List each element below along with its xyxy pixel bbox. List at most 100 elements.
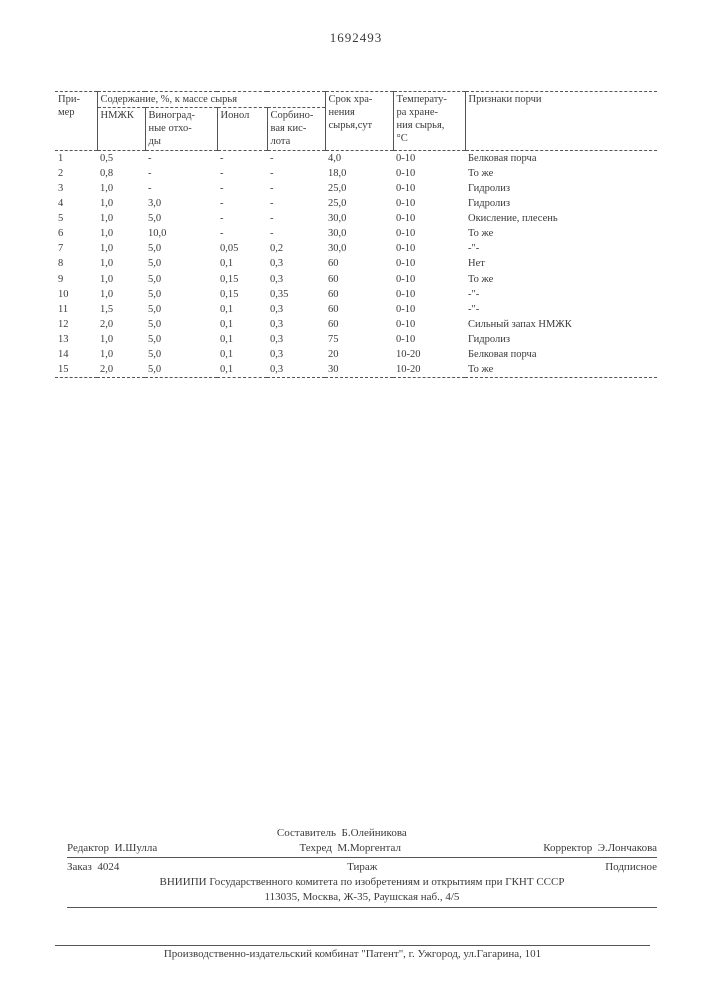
table-cell: 0-10: [393, 241, 465, 256]
document-number: 1692493: [55, 30, 657, 46]
table-cell: 10-20: [393, 347, 465, 362]
table-cell: 5,0: [145, 332, 217, 347]
table-cell: 0-10: [393, 166, 465, 181]
table-cell: Гидролиз: [465, 196, 657, 211]
table-cell: -: [217, 226, 267, 241]
table-cell: 75: [325, 332, 393, 347]
table-cell: 1,0: [97, 181, 145, 196]
table-cell: -: [217, 196, 267, 211]
composer-label: Составитель: [277, 827, 336, 839]
table-cell: 10-20: [393, 362, 465, 378]
circulation-label: Тираж: [347, 861, 377, 873]
table-cell: -: [145, 150, 217, 166]
table-cell: 1,0: [97, 226, 145, 241]
table-cell: 2,0: [97, 317, 145, 332]
table-cell: 5: [55, 211, 97, 226]
table-cell: 0-10: [393, 196, 465, 211]
table-cell: 60: [325, 256, 393, 271]
editor-line: —: [67, 826, 78, 841]
table-cell: 0-10: [393, 302, 465, 317]
table-cell: 5,0: [145, 347, 217, 362]
table-row: 91,05,00,150,3600-10То же: [55, 272, 657, 287]
table-row: 31,0---25,00-10Гидролиз: [55, 181, 657, 196]
table-cell: 0,1: [217, 332, 267, 347]
divider: [67, 857, 657, 858]
table-row: 61,010,0--30,00-10То же: [55, 226, 657, 241]
table-cell: 0-10: [393, 317, 465, 332]
table-cell: 30: [325, 362, 393, 378]
address-line: 113035, Москва, Ж-35, Раушская наб., 4/5: [67, 890, 657, 905]
printer-line: Производственно-издательский комбинат "П…: [55, 948, 650, 960]
editor-label: Редактор: [67, 842, 109, 854]
table-cell: 0,3: [267, 347, 325, 362]
corrector-name: Э.Лончакова: [598, 842, 657, 854]
techred-label: Техред: [300, 842, 332, 854]
editor-name: И.Шулла: [115, 842, 158, 854]
table-row: 51,05,0--30,00-10Окисление, плесень: [55, 211, 657, 226]
table-cell: 0-10: [393, 272, 465, 287]
table-cell: -: [145, 181, 217, 196]
th-signs: Признаки порчи: [465, 92, 657, 151]
th-grape: Виноград- ные отхо- ды: [145, 108, 217, 150]
table-cell: 8: [55, 256, 97, 271]
table-cell: 0,5: [97, 150, 145, 166]
table-cell: 3: [55, 181, 97, 196]
table-cell: 1,0: [97, 211, 145, 226]
table-cell: То же: [465, 166, 657, 181]
table-cell: 0-10: [393, 287, 465, 302]
table-cell: 18,0: [325, 166, 393, 181]
table-cell: 7: [55, 241, 97, 256]
th-sorb: Сорбино- вая кис- лота: [267, 108, 325, 150]
table-cell: 5,0: [145, 256, 217, 271]
table-cell: 0-10: [393, 150, 465, 166]
table-cell: Сильный запах НМЖК: [465, 317, 657, 332]
table-cell: 20: [325, 347, 393, 362]
table-cell: 60: [325, 287, 393, 302]
table-cell: 25,0: [325, 181, 393, 196]
th-temp: Температу- ра хране- ния сырья, °С: [393, 92, 465, 151]
table-cell: 12: [55, 317, 97, 332]
org-line: ВНИИПИ Государственного комитета по изоб…: [67, 875, 657, 890]
table-cell: 0,1: [217, 362, 267, 378]
table-cell: -: [267, 166, 325, 181]
table-cell: 1,5: [97, 302, 145, 317]
table-cell: 0-10: [393, 256, 465, 271]
table-cell: 0,3: [267, 256, 325, 271]
table-cell: 5,0: [145, 241, 217, 256]
credits-block: — Составитель Б.Олейникова placeholder Р…: [67, 826, 657, 910]
table-cell: -"-: [465, 287, 657, 302]
table-cell: 0,3: [267, 332, 325, 347]
table-cell: 0,3: [267, 317, 325, 332]
techred-name: М.Моргентал: [337, 842, 401, 854]
table-cell: 0-10: [393, 226, 465, 241]
table-cell: 0-10: [393, 181, 465, 196]
table-cell: Гидролиз: [465, 332, 657, 347]
table-cell: 30,0: [325, 241, 393, 256]
table-cell: 4: [55, 196, 97, 211]
table-cell: 1,0: [97, 241, 145, 256]
table-cell: 14: [55, 347, 97, 362]
th-primer: При- мер: [55, 92, 97, 151]
table-row: 152,05,00,10,33010-20То же: [55, 362, 657, 378]
table-cell: 0,1: [217, 317, 267, 332]
table-cell: 1,0: [97, 347, 145, 362]
table-cell: 0,15: [217, 272, 267, 287]
table-cell: 0,35: [267, 287, 325, 302]
table-cell: -: [217, 166, 267, 181]
table-cell: 5,0: [145, 211, 217, 226]
table-row: 41,03,0--25,00-10Гидролиз: [55, 196, 657, 211]
table-cell: 9: [55, 272, 97, 287]
table-cell: 5,0: [145, 317, 217, 332]
table-cell: -: [145, 166, 217, 181]
table-cell: 0,1: [217, 302, 267, 317]
table-cell: -: [217, 150, 267, 166]
table-row: 101,05,00,150,35600-10-"-: [55, 287, 657, 302]
table-row: 131,05,00,10,3750-10Гидролиз: [55, 332, 657, 347]
data-table: При- мер Содержание, %, к массе сырья Ср…: [55, 91, 657, 378]
table-cell: 0,3: [267, 362, 325, 378]
table-cell: 0,05: [217, 241, 267, 256]
table-cell: -: [267, 211, 325, 226]
table-cell: 0,1: [217, 256, 267, 271]
table-cell: То же: [465, 272, 657, 287]
table-cell: 5,0: [145, 302, 217, 317]
